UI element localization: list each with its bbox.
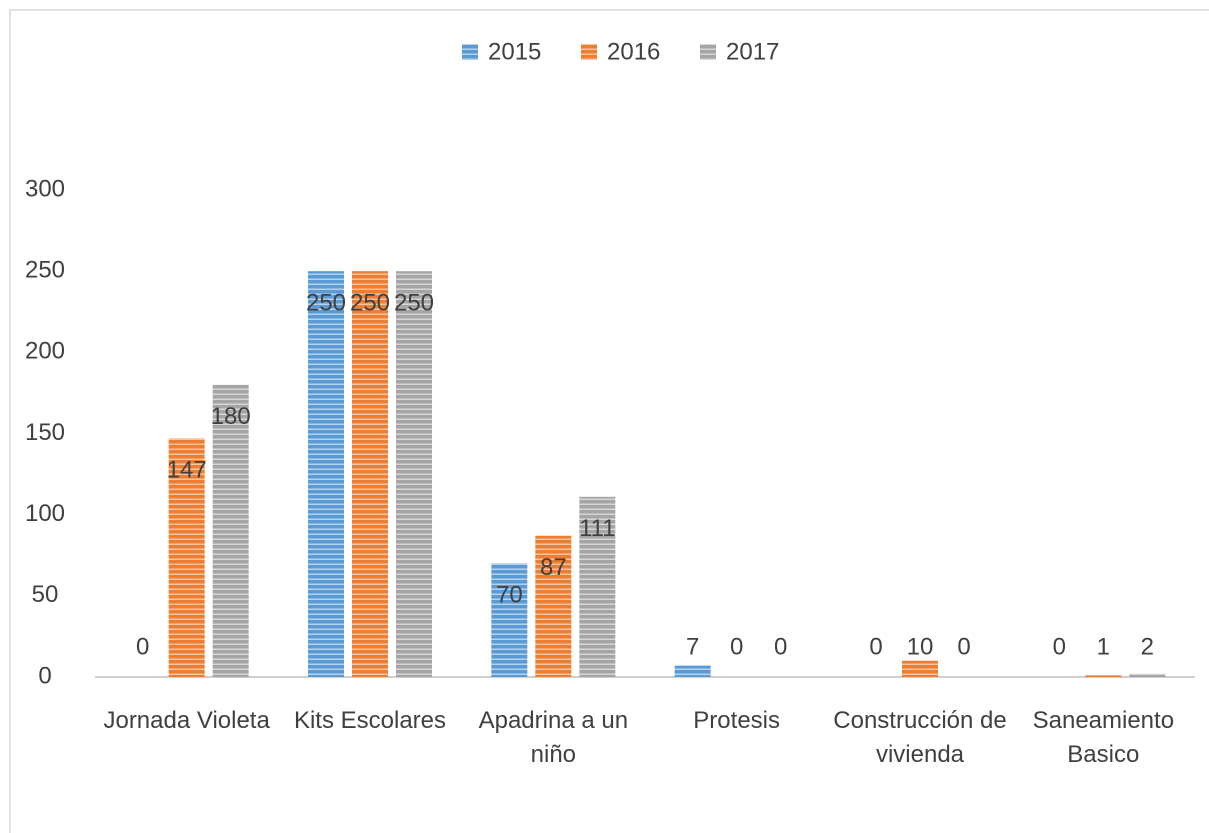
x-tick-label: Kits Escolares xyxy=(293,707,447,734)
bar xyxy=(1085,675,1122,677)
legend-swatch xyxy=(462,44,478,60)
data-label: 87 xyxy=(540,554,567,581)
data-label: 1 xyxy=(1097,633,1110,660)
data-label: 0 xyxy=(957,633,970,660)
bar xyxy=(168,438,205,677)
data-label: 0 xyxy=(730,633,743,660)
data-label: 7 xyxy=(686,633,699,660)
bar xyxy=(308,271,344,677)
data-label: 250 xyxy=(306,290,346,317)
bar xyxy=(674,665,711,677)
legend-label: 2017 xyxy=(726,38,779,65)
bar xyxy=(902,660,938,677)
legend-swatch xyxy=(581,44,597,60)
data-label: 2 xyxy=(1141,633,1154,660)
x-tick-label: Construcción de vivienda xyxy=(833,707,1007,768)
bar xyxy=(212,384,249,677)
data-label: 10 xyxy=(907,633,934,660)
bar xyxy=(1129,673,1166,677)
data-label: 0 xyxy=(774,633,787,660)
data-label: 250 xyxy=(350,290,390,317)
y-tick-label: 50 xyxy=(32,581,59,608)
bar xyxy=(352,271,388,677)
data-label: 180 xyxy=(211,403,251,430)
legend-swatch xyxy=(700,44,716,60)
bar xyxy=(491,563,528,677)
data-label: 250 xyxy=(394,290,434,317)
bar xyxy=(396,271,432,677)
data-label: 0 xyxy=(136,633,149,660)
legend-label: 2016 xyxy=(607,38,660,65)
chart-border xyxy=(9,9,1209,833)
y-tick-label: 150 xyxy=(25,419,65,446)
bar xyxy=(579,496,616,677)
data-label: 0 xyxy=(1053,633,1066,660)
y-tick-label: 200 xyxy=(25,338,65,365)
data-label: 0 xyxy=(869,633,882,660)
y-tick-label: 100 xyxy=(25,500,65,527)
y-tick-label: 300 xyxy=(25,175,65,202)
x-tick-label: Saneamiento Basico xyxy=(1032,707,1175,768)
data-label: 111 xyxy=(579,515,615,542)
data-label: 147 xyxy=(167,457,207,484)
y-tick-label: 250 xyxy=(25,257,65,284)
legend-label: 2015 xyxy=(488,38,541,65)
x-tick-label: Protesis xyxy=(693,707,780,734)
data-label: 70 xyxy=(496,582,523,609)
bar xyxy=(535,535,572,677)
y-tick-label: 0 xyxy=(38,662,51,689)
x-tick-label: Apadrina a un niño xyxy=(478,707,629,768)
x-tick-label: Jornada Violeta xyxy=(103,707,270,734)
